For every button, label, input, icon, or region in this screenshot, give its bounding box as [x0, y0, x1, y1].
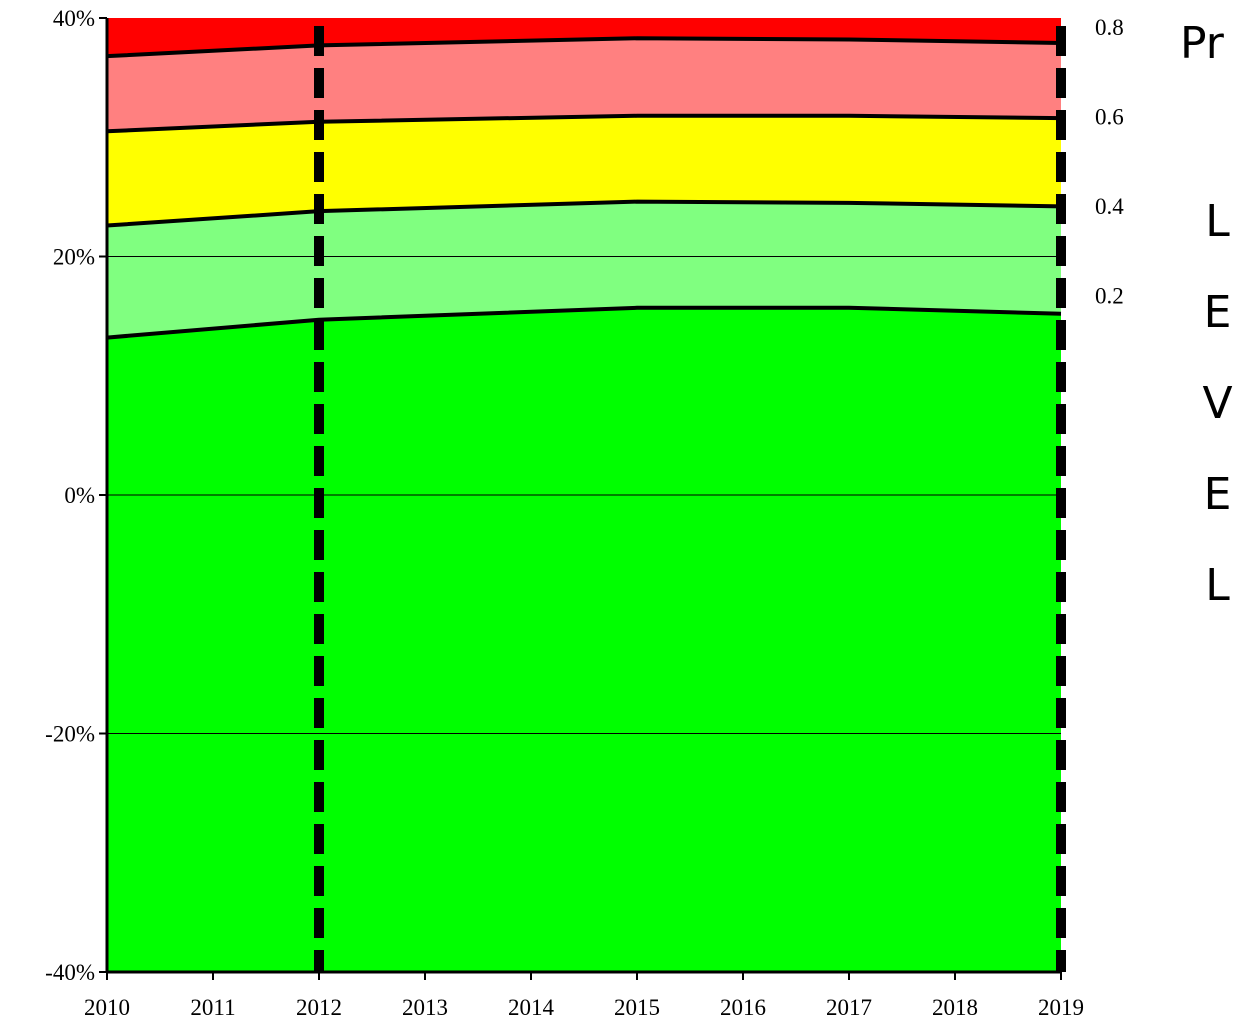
y-tick-label: 0%: [64, 483, 95, 508]
band-area: [107, 307, 1061, 973]
x-tick-label: 2010: [84, 995, 130, 1020]
x-tick-label: 2014: [508, 995, 555, 1020]
y2-tick-label: 0.8: [1095, 15, 1124, 40]
y-tick-label: -20%: [45, 722, 95, 747]
band-boundary: [106, 199, 1062, 228]
y-tick-label: -40%: [45, 960, 95, 985]
x-tick-label: 2013: [402, 995, 448, 1020]
x-tick-label: 2017: [826, 995, 872, 1020]
y-tick-label: 40%: [53, 6, 95, 31]
y2-tick-label: 0.2: [1095, 284, 1124, 309]
x-tick-label: 2019: [1038, 995, 1084, 1020]
x-tick-label: 2016: [720, 995, 766, 1020]
band-boundary: [106, 305, 1062, 340]
y2-tick-label: 0.4: [1095, 194, 1124, 219]
x-tick-label: 2011: [190, 995, 235, 1020]
x-tick-label: 2012: [296, 995, 342, 1020]
y2-tick-label: 0.6: [1095, 105, 1124, 130]
x-tick-label: 2018: [932, 995, 978, 1020]
band-boundary: [106, 36, 1062, 59]
x-tick-label: 2015: [614, 995, 660, 1020]
side-label: LEVEL: [1192, 196, 1243, 651]
y-tick-label: 20%: [53, 245, 95, 270]
side-title: Pr: [1180, 18, 1224, 69]
band-boundary: [106, 113, 1062, 134]
